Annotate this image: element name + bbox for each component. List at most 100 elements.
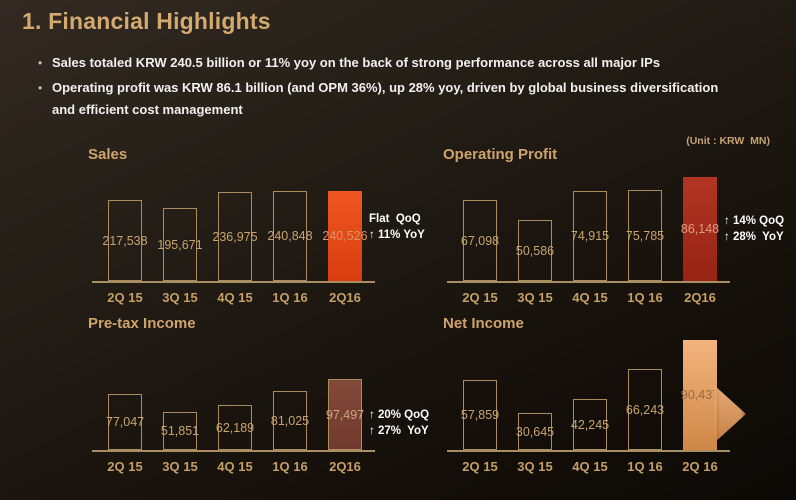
- annotation-line: ↑ 28% YoY: [724, 230, 784, 243]
- category-label: 2Q 15: [462, 459, 498, 474]
- bullet-item-operating-profit: • Operating profit was KRW 86.1 billion …: [38, 77, 738, 121]
- bar-1q16: 75,785: [625, 190, 665, 281]
- chart-title-operating-profit: Operating Profit: [443, 146, 558, 163]
- bar-value-label: 57,859: [460, 408, 500, 422]
- annotation-line: ↑ 20% QoQ: [369, 409, 430, 421]
- bar-value-label: 42,245: [570, 417, 610, 432]
- category-axis: 2Q 15 3Q 15 4Q 15 1Q 16 2Q16: [88, 459, 398, 474]
- annotation-line: ↑ 27% YoY: [369, 424, 429, 437]
- sales-chart: Sales 217,538 195,671 236,975 240,848 240,52…: [88, 146, 425, 305]
- bullet-dot: •: [38, 81, 43, 95]
- bar-3q15: 195,671: [157, 208, 203, 281]
- category-label: 3Q 15: [162, 459, 198, 474]
- bar-1q16: 66,243: [625, 369, 665, 450]
- bar-1q16: 81,025: [270, 391, 310, 450]
- bar-4q15: 42,245: [570, 399, 610, 450]
- category-label: 1Q 16: [627, 290, 663, 305]
- category-label: 1Q 16: [272, 459, 308, 474]
- chart-title-pretax-income: Pre-tax Income: [88, 315, 196, 332]
- bar-value-label: 75,785: [625, 228, 665, 243]
- page-title: 1. Financial Highlights: [22, 8, 271, 34]
- bar-value-label: 74,915: [570, 229, 610, 243]
- bar-4q15: 74,915: [570, 191, 610, 281]
- bar-value-label: 97,497: [325, 407, 365, 422]
- bar-2q15: 57,859: [460, 380, 500, 450]
- right-arrow-icon: [714, 385, 746, 443]
- bar-value-label: 240,848: [267, 229, 313, 243]
- bar-value-label: 195,671: [157, 237, 203, 252]
- category-label: 2Q16: [684, 290, 716, 305]
- chart-title-sales: Sales: [88, 146, 128, 163]
- bar-value-label: 30,645: [515, 424, 555, 439]
- unit-note: (Unit : KRW MN): [686, 135, 770, 147]
- category-label: 2Q16: [329, 290, 361, 305]
- bar-2q16: 90,437: [680, 340, 720, 450]
- x-axis-line: [92, 450, 375, 452]
- bar-value-label: 50,586: [515, 243, 555, 258]
- bullet-text: Operating profit was KRW 86.1 billion (a…: [52, 80, 719, 117]
- net-income-chart: Net Income 57,859 30,645 42,245 66,243 90,43…: [443, 315, 753, 474]
- bullet-list: • Sales totaled KRW 240.5 billion or 11%…: [38, 52, 738, 124]
- bullet-dot: •: [38, 56, 43, 70]
- bar-3q15: 51,851: [160, 412, 200, 450]
- category-label: 4Q 15: [217, 459, 253, 474]
- annotation-line: Flat QoQ: [369, 213, 421, 225]
- bar-value-label: 90,437: [680, 388, 720, 402]
- category-label: 2Q16: [329, 459, 361, 474]
- bar-1q16: 240,848: [267, 191, 313, 281]
- category-label: 3Q 15: [162, 290, 198, 305]
- category-axis: 2Q 15 3Q 15 4Q 15 1Q 16 2Q 16: [443, 459, 753, 474]
- bar-group: 77,047 51,851 62,189 81,025 97,497: [88, 379, 365, 450]
- pretax-income-chart: Pre-tax Income 77,047 51,851 62,189 81,025 9…: [88, 315, 429, 474]
- x-axis-line: [447, 281, 730, 283]
- bar-group: 57,859 30,645 42,245 66,243 90,437: [443, 340, 720, 450]
- bar-value-label: 86,148: [680, 222, 720, 236]
- bullet-text: Sales totaled KRW 240.5 billion or 11% y…: [52, 55, 661, 70]
- bar-value-label: 240,526: [322, 229, 368, 243]
- category-label: 4Q 15: [572, 459, 608, 474]
- bar-value-label: 67,098: [460, 233, 500, 248]
- category-label: 1Q 16: [272, 290, 308, 305]
- growth-annotation-operating-profit: ↑ 14% QoQ ↑ 28% YoY: [724, 214, 784, 245]
- net-income-chart-plot: 57,859 30,645 42,245 66,243 90,437: [443, 340, 753, 452]
- category-label: 2Q 15: [462, 290, 498, 305]
- category-label: 4Q 15: [572, 290, 608, 305]
- bar-2q15: 77,047: [105, 394, 145, 450]
- category-label: 2Q 16: [682, 459, 718, 474]
- bar-value-label: 77,047: [105, 415, 145, 429]
- bar-4q15: 236,975: [212, 192, 258, 281]
- category-label: 2Q 15: [107, 459, 143, 474]
- growth-annotation-pretax-income: ↑ 20% QoQ ↑ 27% YoY: [369, 408, 429, 439]
- annotation-line: ↑ 11% YoY: [369, 228, 425, 241]
- category-label: 1Q 16: [627, 459, 663, 474]
- bar-value-label: 81,025: [270, 413, 310, 428]
- category-axis: 2Q 15 3Q 15 4Q 15 1Q 16 2Q16: [443, 290, 753, 305]
- bar-3q15: 50,586: [515, 220, 555, 281]
- bar-2q16: 97,497: [325, 379, 365, 450]
- x-axis-line: [92, 281, 375, 283]
- category-label: 4Q 15: [217, 290, 253, 305]
- sales-chart-plot: 217,538 195,671 236,975 240,848 240,526: [88, 171, 398, 283]
- category-label: 3Q 15: [517, 459, 553, 474]
- category-axis: 2Q 15 3Q 15 4Q 15 1Q 16 2Q16: [88, 290, 398, 305]
- bar-3q15: 30,645: [515, 413, 555, 450]
- bar-2q15: 217,538: [102, 200, 148, 281]
- bar-value-label: 62,189: [215, 420, 255, 435]
- bar-value-label: 217,538: [102, 233, 148, 248]
- operating-profit-chart: Operating Profit 67,098 50,586 74,915 75,78…: [443, 146, 784, 305]
- annotation-line: ↑ 14% QoQ: [724, 215, 785, 227]
- category-label: 2Q 15: [107, 290, 143, 305]
- chart-title-net-income: Net Income: [443, 315, 524, 332]
- x-axis-line: [447, 450, 730, 452]
- operating-profit-chart-plot: 67,098 50,586 74,915 75,785 86,148: [443, 171, 753, 283]
- bar-value-label: 236,975: [212, 229, 258, 244]
- bullet-item-sales: • Sales totaled KRW 240.5 billion or 11%…: [38, 52, 738, 74]
- bar-2q16: 240,526: [322, 191, 368, 281]
- bar-value-label: 66,243: [625, 402, 665, 417]
- pretax-income-chart-plot: 77,047 51,851 62,189 81,025 97,497: [88, 340, 398, 452]
- bar-2q15: 67,098: [460, 200, 500, 281]
- bar-group: 67,098 50,586 74,915 75,785 86,148: [443, 177, 720, 281]
- bar-value-label: 51,851: [160, 424, 200, 438]
- bar-group: 217,538 195,671 236,975 240,848 240,526: [88, 191, 368, 281]
